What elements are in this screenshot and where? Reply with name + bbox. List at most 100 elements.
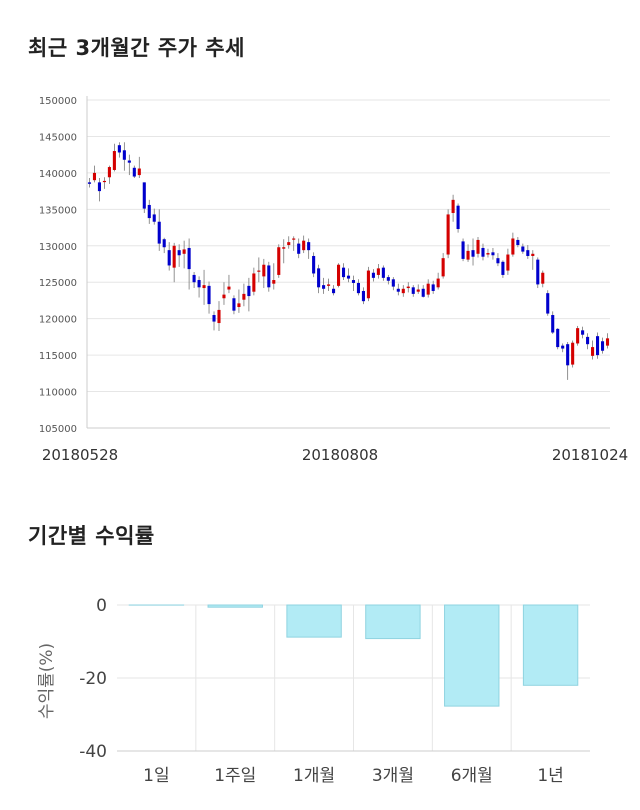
y-tick-label: -40 xyxy=(79,742,107,762)
candle-body xyxy=(202,285,206,289)
candle-body xyxy=(446,214,450,255)
candle-body xyxy=(297,243,301,254)
x-tick-label: 1개월 xyxy=(293,766,335,786)
candle-body xyxy=(526,250,530,256)
candle-body xyxy=(267,265,271,288)
candle-body xyxy=(127,160,131,163)
candle-body xyxy=(401,288,405,294)
candle-body xyxy=(581,330,585,335)
candle-body xyxy=(207,285,211,305)
x-tick-label: 20180528 xyxy=(42,446,118,464)
candle-body xyxy=(556,328,560,348)
candle-body xyxy=(536,259,540,285)
candle-body xyxy=(391,279,395,287)
candle-body xyxy=(97,182,101,192)
candle-body xyxy=(491,252,495,256)
candle-body xyxy=(361,290,365,302)
candle-body xyxy=(371,272,375,278)
y-axis-label: 수익률(%) xyxy=(37,643,57,719)
candle-body xyxy=(117,145,121,153)
x-tick-label: 20181024 xyxy=(552,446,628,464)
candle-body xyxy=(292,238,296,240)
candle-body xyxy=(197,280,201,288)
candle-body xyxy=(87,182,92,184)
candle-body xyxy=(167,250,171,266)
candle-body xyxy=(147,204,151,219)
y-tick-label: 105000 xyxy=(39,424,77,435)
candle-body xyxy=(346,275,351,279)
candle-body xyxy=(317,268,321,288)
candle-body xyxy=(287,242,291,246)
candle-body xyxy=(501,261,505,275)
candle-body xyxy=(336,264,341,286)
candle-body xyxy=(262,264,266,277)
candle-body xyxy=(476,239,480,254)
x-tick-label: 20180808 xyxy=(302,446,378,464)
y-tick-label: 145000 xyxy=(39,132,77,143)
candle-body xyxy=(177,250,181,256)
candle-body xyxy=(142,182,146,209)
candle-body xyxy=(332,288,336,294)
price-trend-title: 최근 3개월간 주가 추세 xyxy=(28,36,245,60)
candle-body xyxy=(566,344,570,366)
candle-body xyxy=(252,273,256,292)
candle-body xyxy=(466,250,470,260)
y-tick-label: -20 xyxy=(79,669,107,689)
candle-body xyxy=(576,328,580,344)
candle-body xyxy=(152,214,156,222)
candle-body xyxy=(187,247,191,270)
candle-body xyxy=(586,336,590,345)
candle-body xyxy=(376,268,380,275)
candle-body xyxy=(600,341,605,351)
candle-body xyxy=(247,285,251,297)
x-tick-label: 1년 xyxy=(537,766,563,786)
candle-body xyxy=(386,277,390,281)
candle-body xyxy=(217,309,221,324)
candle-body xyxy=(182,249,186,254)
candle-body xyxy=(451,199,455,213)
return-bar-chart: 0 -20 -40 1일 1주일 1개월 3개월 6개월 1년 수익률(%) xyxy=(37,596,590,786)
candle-body xyxy=(122,150,126,160)
y-tick-label: 140000 xyxy=(39,169,77,180)
candle-body xyxy=(322,285,326,289)
candle-body xyxy=(172,245,176,268)
candle-body xyxy=(356,282,361,294)
candle-body xyxy=(546,293,550,314)
candle-body xyxy=(416,289,420,292)
candle-body xyxy=(227,286,231,290)
candle-body xyxy=(411,287,415,294)
candle-body xyxy=(92,172,97,181)
x-tick-label: 6개월 xyxy=(451,766,493,786)
candle-body xyxy=(157,221,161,244)
x-tick-label: 1주일 xyxy=(214,766,256,786)
candle-body xyxy=(396,288,400,292)
return-bar xyxy=(286,604,342,638)
candle-body xyxy=(107,167,111,178)
return-bar xyxy=(207,604,263,608)
candle-body xyxy=(591,347,595,356)
candle-body xyxy=(426,283,430,295)
y-tick-label: 0 xyxy=(96,596,107,616)
y-tick-label: 135000 xyxy=(39,205,77,216)
candle-body xyxy=(272,280,276,284)
candle-body xyxy=(162,239,166,248)
x-tick-label: 3개월 xyxy=(372,766,414,786)
candle-body xyxy=(212,315,216,322)
return-bar xyxy=(444,604,500,707)
candle-body xyxy=(511,238,515,255)
candle-body xyxy=(461,241,465,259)
candle-body xyxy=(351,280,356,283)
candle-body xyxy=(521,246,525,252)
candle-body xyxy=(456,205,460,230)
return-bar xyxy=(365,604,421,640)
candle-body xyxy=(571,342,575,365)
candle-body xyxy=(341,267,346,278)
candle-body xyxy=(406,286,410,289)
y-tick-label: 120000 xyxy=(39,315,77,326)
candle-body xyxy=(302,240,306,251)
candle-body xyxy=(541,272,545,284)
y-tick-label: 130000 xyxy=(39,242,77,253)
candle-body xyxy=(381,267,385,278)
candle-body xyxy=(471,250,475,257)
candle-body xyxy=(441,258,445,277)
